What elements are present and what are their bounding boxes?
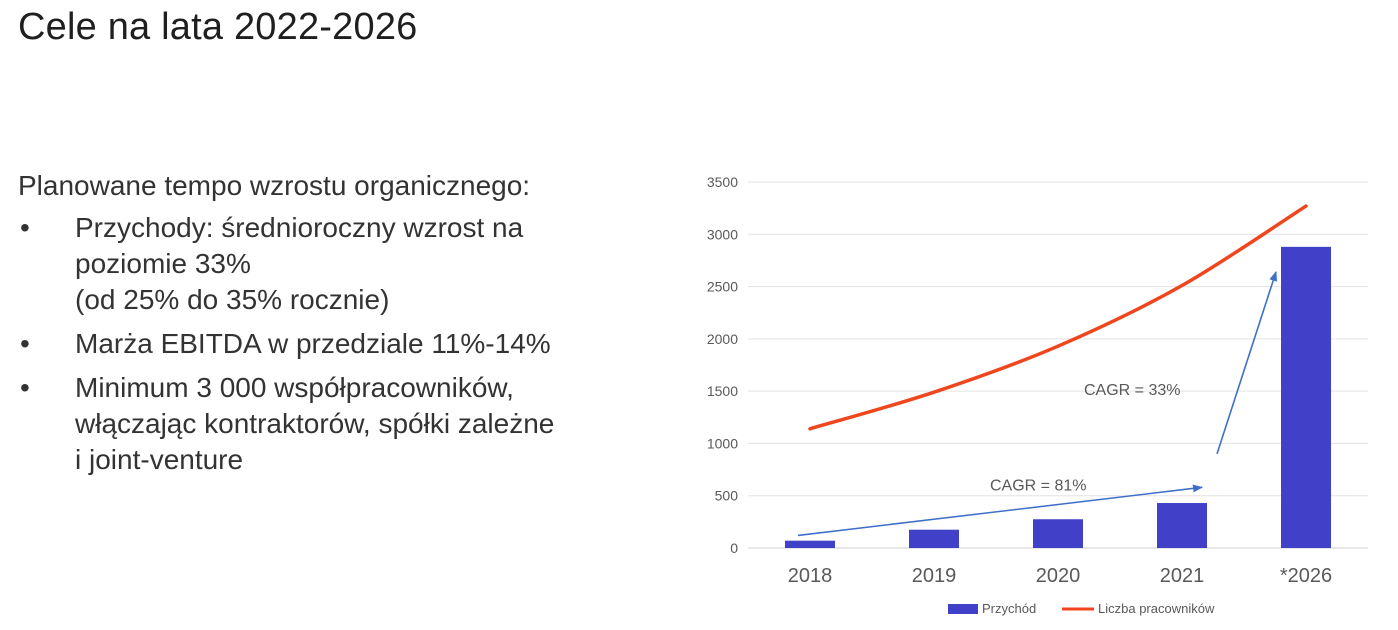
bullet-line: Przychody: średnioroczny wzrost na <box>75 212 524 243</box>
y-tick-label: 2000 <box>707 331 738 347</box>
bullet-item-revenue: • Przychody: średnioroczny wzrost na poz… <box>18 210 668 318</box>
bullet-line: Marża EBITDA w przedziale 11%-14% <box>75 328 551 359</box>
y-tick-label: 1500 <box>707 383 738 399</box>
bullet-line: Minimum 3 000 współpracowników, <box>75 372 514 403</box>
x-tick-label: 2021 <box>1160 565 1205 587</box>
bullet-line: włączając kontraktorów, spółki zależne <box>75 408 555 439</box>
page-title: Cele na lata 2022-2026 <box>18 6 418 48</box>
cagr-33-arrow <box>1216 270 1278 455</box>
bar-est-2026 <box>1281 246 1331 548</box>
y-tick-label: 3500 <box>707 174 738 190</box>
bullet-dot-icon: • <box>20 328 30 359</box>
text-content: Planowane tempo wzrostu organicznego: • … <box>18 168 668 486</box>
bullet-line: (od 25% do 35% rocznie) <box>75 284 390 315</box>
bar-2018 <box>785 540 835 548</box>
bullet-item-ebitda: • Marża EBITDA w przedziale 11%-14% <box>18 326 668 362</box>
bullet-item-employees: • Minimum 3 000 współpracowników, włącza… <box>18 370 668 478</box>
employees-line <box>808 204 1308 431</box>
legend-label-employees: Liczba pracowników <box>1098 601 1215 616</box>
y-tick-label: 3000 <box>707 226 738 242</box>
y-tick-label: 0 <box>730 540 738 556</box>
x-tick-label: *2026 <box>1280 565 1332 587</box>
y-tick-label: 2500 <box>707 279 738 295</box>
bar-2020 <box>1033 519 1083 548</box>
legend-swatch-revenue <box>948 604 978 614</box>
bullet-dot-icon: • <box>20 372 30 403</box>
intro-text: Planowane tempo wzrostu organicznego: <box>18 170 531 201</box>
bullet-list: • Przychody: średnioroczny wzrost na poz… <box>18 210 668 478</box>
bullet-line: poziomie 33% <box>75 248 251 279</box>
bullet-line: i joint-venture <box>75 444 244 475</box>
bar-2021 <box>1157 503 1207 548</box>
revenue-employees-chart: 0 500 1000 1500 2000 2500 3000 3500 CAGR = 81% C… <box>707 174 1368 616</box>
cagr-81-arrow <box>797 484 1203 537</box>
x-tick-label: 2018 <box>788 565 833 587</box>
cagr-81-label: CAGR = 81% <box>990 477 1086 494</box>
bullet-dot-icon: • <box>20 212 30 243</box>
legend-label-revenue: Przychód <box>982 601 1036 616</box>
bar-2019 <box>909 529 959 548</box>
y-tick-label: 1000 <box>707 435 738 451</box>
x-tick-label: 2020 <box>1036 565 1081 587</box>
x-tick-label: 2019 <box>912 565 957 587</box>
cagr-33-label: CAGR = 33% <box>1084 382 1180 399</box>
y-tick-label: 500 <box>715 488 739 504</box>
